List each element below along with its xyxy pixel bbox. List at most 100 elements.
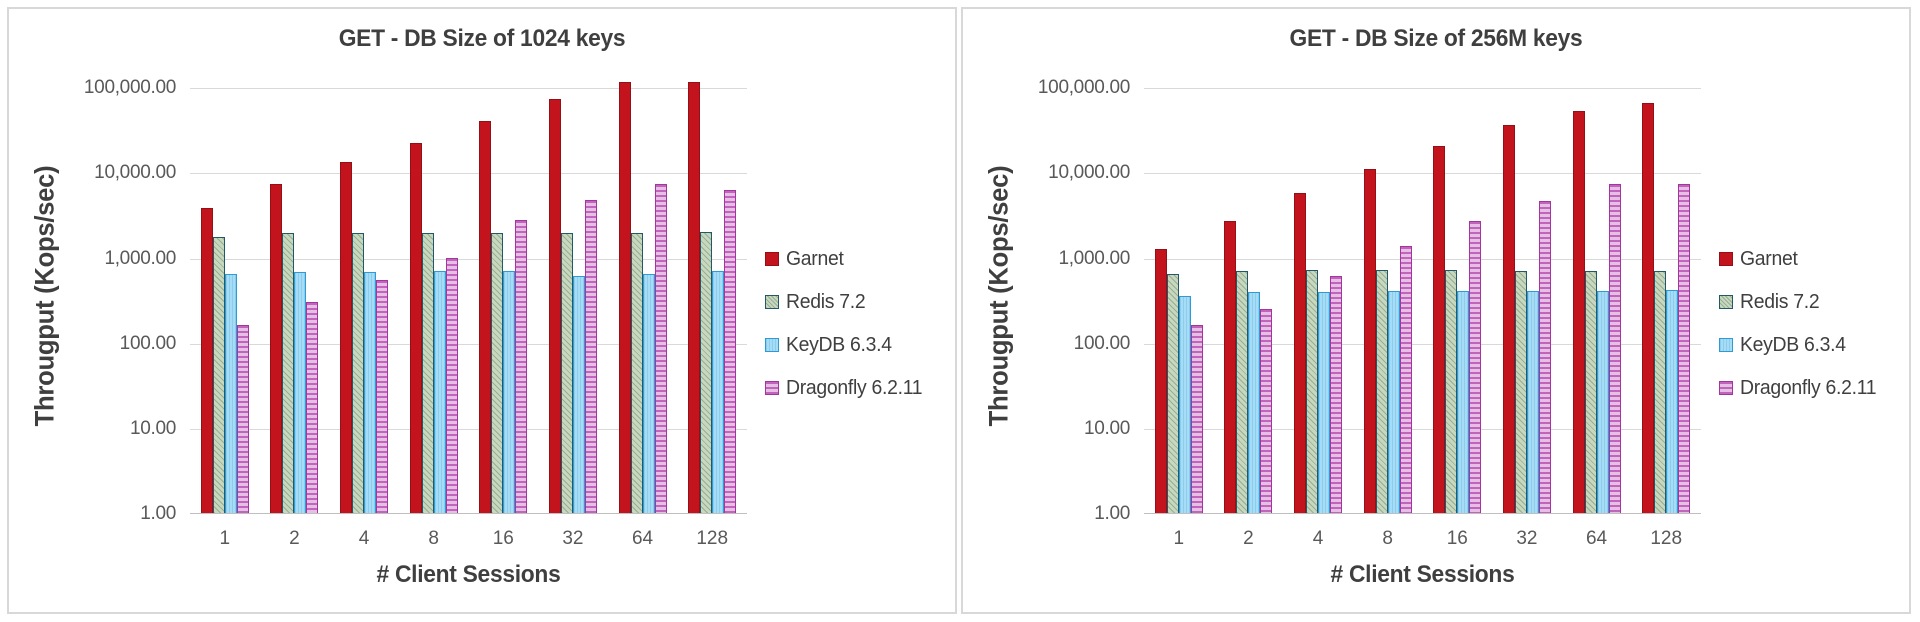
y-tick-label: 10.00 [1083,417,1130,439]
bar-keydb-6-3-4 [1248,292,1261,513]
bar-dragonfly-6-2-11 [584,199,597,513]
bar-group [1631,67,1701,513]
bar-redis-7-2 [1445,270,1458,513]
legend-item: Redis 7.2 [765,289,926,315]
x-tick-label: 128 [1650,528,1683,549]
bar-redis-7-2 [700,231,713,513]
y-tick-label: 100,000.00 [1037,77,1130,99]
chart-card-1024-keys: GET - DB Size of 1024 keys Througput (Ko… [7,7,957,614]
bar-garnet [618,82,631,513]
bar-dragonfly-6-2-11 [724,190,737,513]
x-tick-labels: 1 2 4 8 16 32 64 128 [190,528,747,552]
bar-keydb-6-3-4 [364,271,377,513]
x-tick-label: 16 [1446,528,1468,549]
legend: Garnet Redis 7.2 KeyDB 6.3.4 Dragonfly 6.2.… [1719,246,1880,401]
x-tick-label: 2 [289,528,300,549]
x-tick-label: 32 [1516,528,1538,549]
bar-keydb-6-3-4 [572,276,585,513]
legend-label: KeyDB 6.3.4 [1740,333,1846,356]
plot-area: 1.00 10.00 100.00 1,000.00 10,000.00 100,000.… [1038,67,1701,524]
x-tick-label: 2 [1243,528,1254,549]
legend-swatch-dragonfly-6-2-11 [1719,381,1733,395]
bar-garnet [1154,249,1167,513]
legend-swatch-keydb-6-3-4 [1719,338,1733,352]
bar-keydb-6-3-4 [294,271,307,513]
bar-keydb-6-3-4 [1666,289,1679,513]
bar-redis-7-2 [1584,270,1597,513]
bar-redis-7-2 [1654,271,1667,513]
bar-keydb-6-3-4 [1526,291,1539,513]
bar-dragonfly-6-2-11 [1538,201,1551,513]
bar-redis-7-2 [560,232,573,513]
bar-redis-7-2 [1514,270,1527,513]
bar-garnet [340,161,353,513]
y-tick-label: 100,000.00 [83,77,176,99]
bar-keydb-6-3-4 [224,273,237,513]
bar-keydb-6-3-4 [1178,296,1191,513]
legend-item: Dragonfly 6.2.11 [765,375,926,401]
x-axis-title: # Client Sessions [1330,561,1515,588]
legend-item: Dragonfly 6.2.11 [1719,375,1880,401]
bar-keydb-6-3-4 [1457,290,1470,513]
legend-label: Garnet [1740,247,1798,270]
y-tick-label: 1,000.00 [1058,247,1130,269]
gridline [1144,428,1701,430]
bar-keydb-6-3-4 [1596,291,1609,513]
bar-garnet [479,121,492,513]
legend-label: Redis 7.2 [1740,290,1820,313]
legend-item: Redis 7.2 [1719,289,1880,315]
y-tick-label: 10,000.00 [94,162,176,184]
bar-keydb-6-3-4 [712,271,725,513]
gridline [190,173,747,175]
gridline [190,428,747,430]
bar-dragonfly-6-2-11 [1330,276,1343,513]
legend-item: KeyDB 6.3.4 [765,332,926,358]
bar-dragonfly-6-2-11 [1260,308,1273,513]
bar-garnet [1363,168,1376,513]
bar-dragonfly-6-2-11 [445,257,458,513]
chart-card-256m-keys: GET - DB Size of 256M keys Througput (Ko… [961,7,1911,614]
x-tick-label: 64 [1585,528,1608,549]
bar-group [1283,67,1353,513]
bar-redis-7-2 [212,236,225,513]
x-tick-label: 1 [1173,528,1185,549]
bar-group [1423,67,1493,513]
y-axis-title: Througput (Kops/sec) [983,165,1014,427]
bar-group [608,67,678,513]
x-tick-label: 32 [562,528,584,549]
x-tick-label: 1 [219,528,231,549]
bar-dragonfly-6-2-11 [1469,220,1482,513]
legend-swatch-keydb-6-3-4 [765,338,779,352]
bar-garnet [1642,103,1655,513]
y-tick-label: 100.00 [1073,332,1131,354]
bar-redis-7-2 [352,232,365,513]
legend-label: Dragonfly 6.2.11 [1740,376,1877,399]
legend: Garnet Redis 7.2 KeyDB 6.3.4 Dragonfly 6.2.… [765,246,926,401]
y-tick-label: 10,000.00 [1048,162,1130,184]
bar-garnet [1572,111,1585,513]
bar-dragonfly-6-2-11 [376,279,389,513]
bar-group [260,67,330,513]
bar-redis-7-2 [1375,270,1388,513]
bar-garnet [1502,125,1515,513]
bar-group [190,67,260,513]
legend-item: Garnet [765,246,926,272]
legend-swatch-garnet [1719,252,1733,266]
chart-title: GET - DB Size of 256M keys [1289,25,1583,52]
bar-dragonfly-6-2-11 [1190,325,1203,513]
bar-keydb-6-3-4 [433,271,446,513]
bar-garnet [548,99,561,513]
bar-dragonfly-6-2-11 [306,302,319,513]
x-tick-label: 128 [696,528,729,549]
x-axis-title: # Client Sessions [376,561,561,588]
bar-redis-7-2 [1236,270,1249,513]
gridline [1144,173,1701,175]
y-tick-label: 1.00 [1094,503,1130,524]
bar-redis-7-2 [630,232,643,513]
bar-redis-7-2 [491,232,504,513]
bar-garnet [200,208,213,513]
bar-dragonfly-6-2-11 [654,183,667,513]
gridline [1144,258,1701,260]
x-tick-label: 8 [1382,528,1393,549]
bar-garnet [688,81,701,513]
